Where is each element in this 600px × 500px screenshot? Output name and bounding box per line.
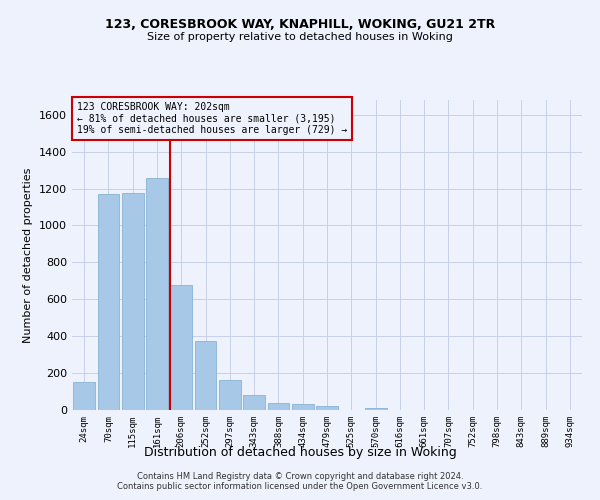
- Y-axis label: Number of detached properties: Number of detached properties: [23, 168, 34, 342]
- Bar: [194, 341, 217, 410]
- Bar: [170, 284, 192, 410]
- Text: Size of property relative to detached houses in Woking: Size of property relative to detached ho…: [147, 32, 453, 42]
- Bar: [292, 404, 314, 410]
- Bar: [73, 382, 95, 410]
- Text: 123 CORESBROOK WAY: 202sqm
← 81% of detached houses are smaller (3,195)
19% of s: 123 CORESBROOK WAY: 202sqm ← 81% of deta…: [77, 102, 347, 134]
- Text: Contains HM Land Registry data © Crown copyright and database right 2024.: Contains HM Land Registry data © Crown c…: [137, 472, 463, 481]
- Bar: [97, 194, 119, 410]
- Bar: [243, 395, 265, 410]
- Text: Contains public sector information licensed under the Open Government Licence v3: Contains public sector information licen…: [118, 482, 482, 491]
- Bar: [219, 380, 241, 410]
- Text: Distribution of detached houses by size in Woking: Distribution of detached houses by size …: [143, 446, 457, 459]
- Bar: [365, 408, 386, 410]
- Bar: [122, 193, 143, 410]
- Bar: [146, 178, 168, 410]
- Bar: [268, 403, 289, 410]
- Bar: [316, 406, 338, 410]
- Text: 123, CORESBROOK WAY, KNAPHILL, WOKING, GU21 2TR: 123, CORESBROOK WAY, KNAPHILL, WOKING, G…: [105, 18, 495, 30]
